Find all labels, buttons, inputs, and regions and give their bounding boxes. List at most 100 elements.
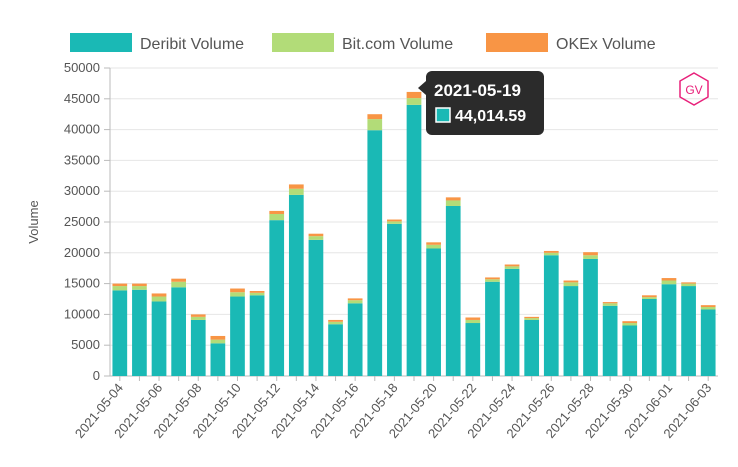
bar-segment-bit-com-volume-2021-06-02[interactable]: [681, 283, 696, 287]
bar-segment-okex-volume-2021-05-11[interactable]: [249, 290, 265, 293]
legend-label-1[interactable]: Deribit Volume: [140, 36, 244, 53]
bar-segment-okex-volume-2021-05-04[interactable]: [112, 283, 128, 287]
legend-swatch-2[interactable]: [272, 33, 334, 52]
bar-segment-deribit-volume-2021-05-31[interactable]: [642, 299, 657, 376]
legend-swatch-1[interactable]: [70, 33, 132, 52]
bar-segment-bit-com-volume-2021-05-05[interactable]: [132, 286, 147, 290]
bar-segment-okex-volume-2021-05-27[interactable]: [563, 280, 579, 283]
bar-segment-bit-com-volume-2021-05-20[interactable]: [426, 244, 441, 249]
bar-segment-deribit-volume-2021-05-08[interactable]: [190, 319, 206, 376]
bar-segment-okex-volume-2021-06-03[interactable]: [700, 305, 716, 308]
bar-segment-bit-com-volume-2021-05-31[interactable]: [642, 297, 657, 299]
bar-segment-okex-volume-2021-05-09[interactable]: [210, 335, 226, 340]
legend-label-3[interactable]: OKEx Volume: [556, 36, 656, 53]
bar-segment-okex-volume-2021-05-28[interactable]: [583, 252, 598, 256]
bar-segment-okex-volume-2021-05-26[interactable]: [543, 250, 559, 253]
bar-segment-deribit-volume-2021-06-02[interactable]: [681, 286, 696, 376]
bar-segment-bit-com-volume-2021-05-06[interactable]: [151, 296, 167, 302]
bar-segment-deribit-volume-2021-05-22[interactable]: [465, 323, 481, 376]
bar-segment-deribit-volume-2021-05-11[interactable]: [249, 295, 265, 376]
bar-segment-okex-volume-2021-05-22[interactable]: [465, 317, 481, 320]
bar-segment-bit-com-volume-2021-05-13[interactable]: [288, 188, 304, 195]
bar-segment-bit-com-volume-2021-06-03[interactable]: [700, 307, 716, 310]
bar-segment-bit-com-volume-2021-05-16[interactable]: [347, 300, 363, 304]
bar-segment-bit-com-volume-2021-06-01[interactable]: [661, 280, 677, 285]
bar-segment-okex-volume-2021-05-18[interactable]: [387, 219, 402, 222]
bar-segment-bit-com-volume-2021-05-15[interactable]: [328, 321, 343, 325]
bar-segment-deribit-volume-2021-05-23[interactable]: [485, 281, 500, 376]
bar-segment-deribit-volume-2021-05-29[interactable]: [602, 305, 618, 376]
bar-segment-okex-volume-2021-05-16[interactable]: [347, 298, 363, 301]
bar-segment-bit-com-volume-2021-05-17[interactable]: [367, 119, 383, 131]
bar-segment-bit-com-volume-2021-05-28[interactable]: [583, 255, 598, 259]
bar-segment-bit-com-volume-2021-05-23[interactable]: [485, 279, 500, 282]
bar-segment-deribit-volume-2021-05-12[interactable]: [269, 220, 285, 376]
bar-segment-bit-com-volume-2021-05-08[interactable]: [190, 316, 206, 320]
bar-segment-deribit-volume-2021-05-25[interactable]: [524, 319, 540, 376]
bar-segment-deribit-volume-2021-05-26[interactable]: [543, 255, 559, 376]
bar-segment-okex-volume-2021-05-14[interactable]: [308, 233, 324, 237]
bar-segment-okex-volume-2021-05-30[interactable]: [622, 321, 638, 324]
bar-segment-deribit-volume-2021-05-21[interactable]: [445, 205, 461, 376]
bar-segment-okex-volume-2021-05-10[interactable]: [230, 288, 245, 293]
bar-segment-okex-volume-2021-05-29[interactable]: [602, 302, 618, 304]
bar-segment-deribit-volume-2021-05-14[interactable]: [308, 239, 324, 376]
bar-segment-okex-volume-2021-05-19[interactable]: [406, 91, 422, 99]
bar-segment-deribit-volume-2021-05-17[interactable]: [367, 130, 383, 376]
legend: Deribit Volume Bit.com Volume OKEx Volume: [70, 33, 656, 53]
bar-segment-okex-volume-2021-05-07[interactable]: [171, 278, 186, 282]
bar-segment-deribit-volume-2021-05-16[interactable]: [347, 303, 363, 376]
bar-segment-okex-volume-2021-05-20[interactable]: [426, 242, 441, 245]
bar-segment-bit-com-volume-2021-05-09[interactable]: [210, 339, 226, 344]
bar-segment-bit-com-volume-2021-05-27[interactable]: [563, 282, 579, 287]
bar-segment-bit-com-volume-2021-05-12[interactable]: [269, 213, 285, 221]
bar-segment-okex-volume-2021-05-23[interactable]: [485, 277, 500, 280]
bar-segment-deribit-volume-2021-06-01[interactable]: [661, 284, 677, 376]
bar-segment-bit-com-volume-2021-05-29[interactable]: [602, 303, 618, 306]
bar-segment-okex-volume-2021-05-17[interactable]: [367, 114, 383, 120]
bar-segment-deribit-volume-2021-05-18[interactable]: [387, 223, 402, 376]
bar-segment-okex-volume-2021-05-05[interactable]: [132, 283, 147, 287]
bar-segment-okex-volume-2021-05-13[interactable]: [288, 184, 304, 189]
bar-segment-deribit-volume-2021-05-20[interactable]: [426, 248, 441, 376]
bar-segment-okex-volume-2021-05-15[interactable]: [328, 319, 343, 322]
bar-segment-deribit-volume-2021-05-06[interactable]: [151, 301, 167, 376]
bar-segment-okex-volume-2021-05-24[interactable]: [504, 264, 520, 267]
bar-segment-bit-com-volume-2021-05-19[interactable]: [406, 98, 422, 105]
bar-segment-deribit-volume-2021-05-15[interactable]: [328, 324, 343, 376]
bar-segment-deribit-volume-2021-05-07[interactable]: [171, 287, 186, 376]
legend-label-2[interactable]: Bit.com Volume: [342, 36, 453, 53]
bar-segment-deribit-volume-2021-05-10[interactable]: [230, 296, 245, 376]
bar-segment-okex-volume-2021-05-08[interactable]: [190, 314, 206, 317]
bar-segment-deribit-volume-2021-05-13[interactable]: [288, 194, 304, 376]
bar-segment-deribit-volume-2021-05-19[interactable]: [406, 104, 422, 377]
bar-segment-bit-com-volume-2021-05-18[interactable]: [387, 221, 402, 224]
bar-segment-bit-com-volume-2021-05-10[interactable]: [230, 292, 245, 297]
bar-segment-deribit-volume-2021-05-28[interactable]: [583, 258, 598, 376]
bar-segment-okex-volume-2021-05-06[interactable]: [151, 293, 167, 297]
bar-segment-okex-volume-2021-05-12[interactable]: [269, 210, 285, 214]
legend-swatch-3[interactable]: [486, 33, 548, 52]
bar-segment-deribit-volume-2021-06-03[interactable]: [700, 309, 716, 376]
bar-segment-bit-com-volume-2021-05-14[interactable]: [308, 236, 324, 240]
bar-segment-okex-volume-2021-05-25[interactable]: [524, 316, 540, 319]
bar-segment-okex-volume-2021-05-31[interactable]: [642, 295, 657, 298]
bar-segment-deribit-volume-2021-05-05[interactable]: [132, 289, 147, 376]
bar-segment-bit-com-volume-2021-05-24[interactable]: [504, 266, 520, 269]
bar-segment-deribit-volume-2021-05-30[interactable]: [622, 325, 638, 376]
bar-segment-bit-com-volume-2021-05-07[interactable]: [171, 281, 186, 288]
bar-segment-deribit-volume-2021-05-24[interactable]: [504, 268, 520, 376]
bar-segment-okex-volume-2021-06-02[interactable]: [681, 282, 696, 284]
bar-segment-okex-volume-2021-05-21[interactable]: [445, 197, 461, 201]
bar-segment-deribit-volume-2021-05-09[interactable]: [210, 343, 226, 376]
bar-segment-bit-com-volume-2021-05-04[interactable]: [112, 286, 128, 291]
bar-segment-bit-com-volume-2021-05-30[interactable]: [622, 323, 638, 326]
bar-segment-deribit-volume-2021-05-04[interactable]: [112, 290, 128, 376]
bar-segment-deribit-volume-2021-05-27[interactable]: [563, 286, 579, 376]
bar-segment-bit-com-volume-2021-05-11[interactable]: [249, 292, 265, 296]
bar-segment-bit-com-volume-2021-05-21[interactable]: [445, 200, 461, 206]
bar-segment-bit-com-volume-2021-05-22[interactable]: [465, 319, 481, 324]
bar-segment-bit-com-volume-2021-05-26[interactable]: [543, 252, 559, 256]
bar-segment-bit-com-volume-2021-05-25[interactable]: [524, 318, 540, 320]
bar-segment-okex-volume-2021-06-01[interactable]: [661, 278, 677, 281]
